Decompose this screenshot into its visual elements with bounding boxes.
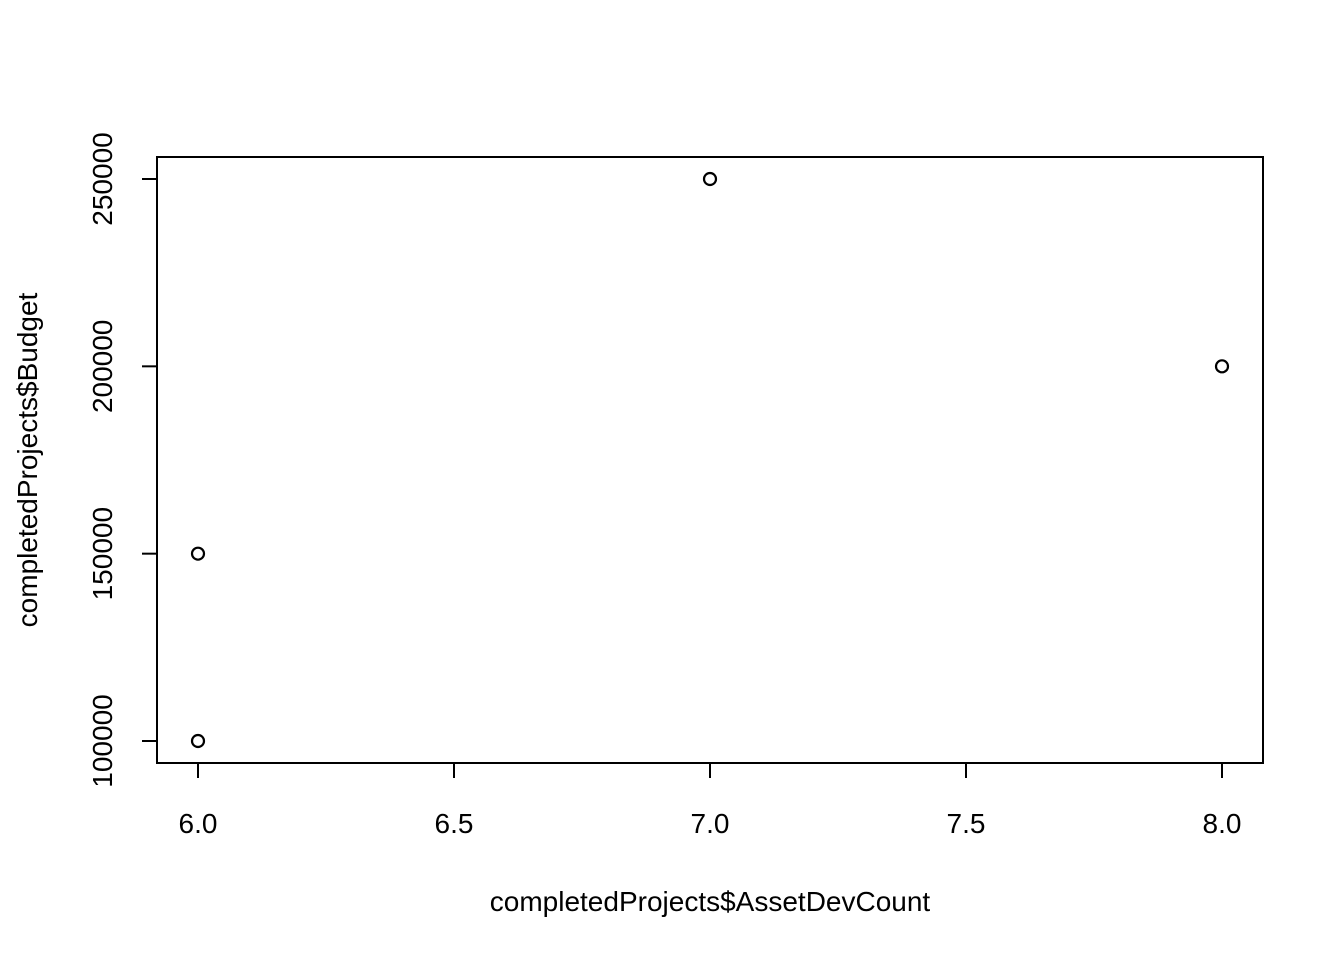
y-tick-label: 150000	[87, 507, 118, 600]
x-tick-label: 6.5	[435, 808, 474, 839]
x-tick-label: 6.0	[179, 808, 218, 839]
x-tick-label: 8.0	[1203, 808, 1242, 839]
y-axis: 100000 150000 200000 250000	[87, 132, 158, 788]
data-point	[702, 171, 718, 187]
data-point	[1214, 359, 1230, 374]
x-tick-label: 7.5	[947, 808, 986, 839]
data-point	[190, 733, 206, 749]
y-tick-label: 100000	[87, 694, 118, 787]
y-tick-label: 200000	[87, 320, 118, 413]
data-point	[190, 546, 206, 561]
y-axis-title: completedProjects$Budget	[12, 292, 43, 627]
x-axis-title: completedProjects$AssetDevCount	[490, 886, 931, 917]
y-tick-label: 250000	[87, 132, 118, 225]
x-axis: 6.0 6.5 7.0 7.5 8.0	[179, 762, 1242, 839]
x-tick-label: 7.0	[691, 808, 730, 839]
data-points	[190, 171, 1230, 749]
